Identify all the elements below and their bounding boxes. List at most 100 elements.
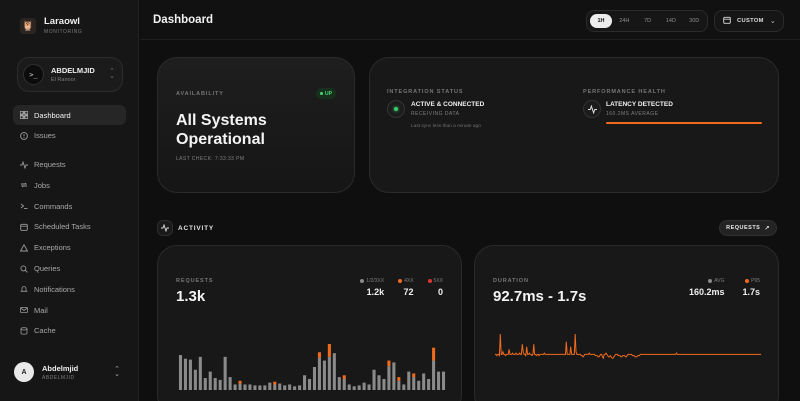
bell-icon xyxy=(19,285,28,294)
brand[interactable]: 🦉 Laraowl MONITORING xyxy=(20,17,82,35)
integration-label: INTEGRATION STATUS xyxy=(387,89,464,95)
terminal-icon: >_ xyxy=(23,64,44,85)
bar-2xx xyxy=(243,384,247,390)
sidebar-item-notifications[interactable]: Notifications xyxy=(13,279,126,299)
latency-bar xyxy=(606,122,762,124)
bar-2xx xyxy=(248,384,252,390)
activity-title: ACTIVITY xyxy=(178,225,215,232)
range-30d-button[interactable]: 30D xyxy=(689,18,700,24)
legend-value: 160.2ms xyxy=(688,287,725,297)
custom-range-button[interactable]: CUSTOM ⌄ xyxy=(714,10,784,32)
duration-legend: AVG 160.2ms P95 1.7s xyxy=(689,278,760,297)
bar-2xx xyxy=(298,385,302,390)
bar-2xx xyxy=(278,383,282,390)
legend-value: 1.2k xyxy=(366,287,385,297)
bar-2xx xyxy=(312,367,317,390)
requests-bar-chart xyxy=(178,344,446,390)
legend-item: 5XX 0 xyxy=(427,278,443,297)
sidebar-item-exceptions[interactable]: Exceptions xyxy=(13,238,126,258)
custom-range-label: CUSTOM xyxy=(737,18,764,24)
sidebar-item-label: Dashboard xyxy=(34,110,71,120)
user-name: Abdelmjid xyxy=(42,363,79,373)
bar-2xx xyxy=(288,384,292,390)
legend-name: 4XX xyxy=(404,278,414,284)
bar-2xx xyxy=(178,355,183,390)
alert-circle-icon xyxy=(19,131,28,140)
bar-2xx xyxy=(441,371,446,390)
pulse-icon xyxy=(157,220,173,236)
chevron-updown-icon: ⌃ ⌄ xyxy=(109,68,115,80)
sidebar-item-label: Commands xyxy=(34,201,73,211)
bar-2xx xyxy=(188,359,192,390)
bar-2xx xyxy=(268,382,272,390)
sidebar-item-mail[interactable]: Mail xyxy=(13,300,126,320)
availability-card: AVAILABILITY UP All Systems Operational … xyxy=(157,57,355,193)
bar-2xx xyxy=(273,384,277,390)
sidebar-item-label: Exceptions xyxy=(34,243,71,253)
legend-dot xyxy=(708,279,713,283)
time-range-selector: 1H 24H 7D 14D 30D xyxy=(586,10,708,32)
bar-2xx xyxy=(402,384,406,390)
performance-label: PERFORMANCE HEALTH xyxy=(583,89,666,95)
bar-4xx xyxy=(342,375,346,379)
sidebar-item-dashboard[interactable]: Dashboard xyxy=(13,105,126,125)
user-menu[interactable]: A Abdelmjid ABDELMJID ⌃ ⌄ xyxy=(14,358,126,386)
range-14d-button[interactable]: 14D xyxy=(665,18,676,24)
bar-2xx xyxy=(422,373,426,390)
sidebar-item-label: Mail xyxy=(34,305,48,315)
sidebar-item-scheduled-tasks[interactable]: Scheduled Tasks xyxy=(13,217,126,237)
bar-2xx xyxy=(387,366,391,390)
bar-2xx xyxy=(183,358,187,390)
sidebar-item-label: Requests xyxy=(34,160,66,170)
avatar: A xyxy=(14,362,34,382)
sidebar-item-queries[interactable]: Queries xyxy=(13,259,126,279)
bar-4xx xyxy=(238,380,242,384)
terminal-icon xyxy=(19,202,28,211)
bar-2xx xyxy=(208,371,212,390)
bar-2xx xyxy=(417,380,421,390)
sidebar-item-label: Issues xyxy=(34,131,56,141)
range-1h-button[interactable]: 1H xyxy=(590,14,612,28)
requests-button[interactable]: REQUESTS ↗ xyxy=(719,220,777,236)
bar-2xx xyxy=(203,378,207,390)
bar-4xx xyxy=(273,381,277,385)
sidebar-item-issues[interactable]: Issues xyxy=(13,126,126,146)
bar-2xx xyxy=(432,360,436,390)
account-subtitle: El Ranoor xyxy=(51,77,76,83)
sidebar-item-label: Notifications xyxy=(34,284,75,294)
bar-2xx xyxy=(283,385,287,390)
sidebar-item-cache[interactable]: Cache xyxy=(13,321,126,341)
pulse-icon xyxy=(583,100,601,118)
legend-item: P95 1.7s xyxy=(742,278,760,297)
bar-2xx xyxy=(337,377,341,390)
integration-title: ACTIVE & CONNECTED xyxy=(411,101,485,108)
availability-label: AVAILABILITY xyxy=(176,91,224,97)
sidebar-item-requests[interactable]: Requests xyxy=(13,155,126,175)
bar-2xx xyxy=(263,385,267,390)
bar-2xx xyxy=(357,385,361,390)
bar-2xx xyxy=(253,385,257,390)
legend-name: P95 xyxy=(751,278,760,284)
integration-card: INTEGRATION STATUS ACTIVE & CONNECTED RE… xyxy=(369,57,779,193)
bar-4xx xyxy=(412,373,416,378)
chevron-updown-icon: ⌃ ⌄ xyxy=(114,366,120,378)
user-subtitle: ABDELMJID xyxy=(42,374,75,381)
page-title: Dashboard xyxy=(153,14,214,26)
range-7d-button[interactable]: 7D xyxy=(644,18,652,24)
sidebar-item-commands[interactable]: Commands xyxy=(13,196,126,216)
sidebar-item-jobs[interactable]: Jobs xyxy=(13,175,126,195)
status-dot xyxy=(320,92,324,95)
bar-2xx xyxy=(407,371,411,390)
sidebar-item-label: Scheduled Tasks xyxy=(34,222,91,232)
bar-2xx xyxy=(342,378,346,390)
duration-value: 92.7ms - 1.7s xyxy=(493,288,587,305)
database-icon xyxy=(19,326,28,335)
bar-2xx xyxy=(317,357,321,390)
range-24h-button[interactable]: 24H xyxy=(619,18,630,24)
chevron-down-icon: ⌄ xyxy=(769,18,776,25)
connected-icon xyxy=(387,100,405,118)
account-switcher[interactable]: >_ ABDELMJID El Ranoor ⌃ ⌄ xyxy=(17,57,123,92)
bar-2xx xyxy=(437,371,441,390)
legend-item: 4XX 72 xyxy=(398,278,414,297)
bar-2xx xyxy=(327,356,331,390)
